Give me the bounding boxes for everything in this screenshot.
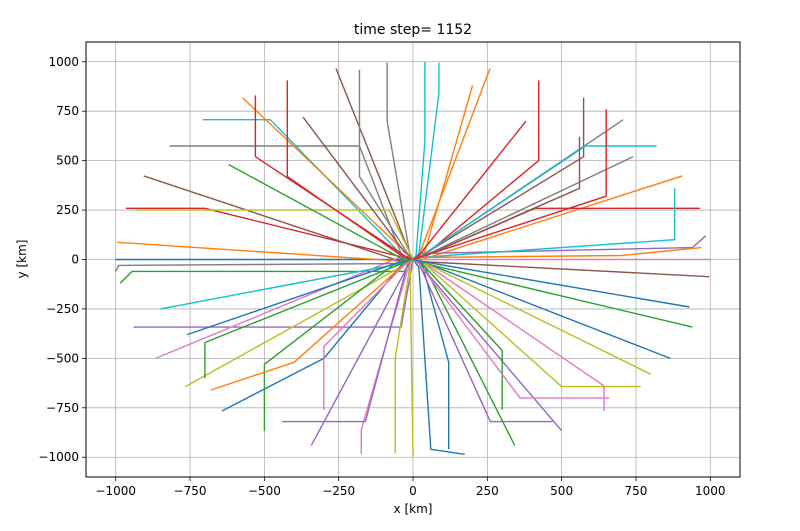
trajectory-line-traj-50 [412, 61, 426, 260]
trajectory-line-traj-63 [204, 258, 414, 379]
chart-title: time step= 1152 [354, 22, 472, 38]
trajectory-line-traj-44 [254, 95, 414, 261]
x-tick-label: 750 [625, 484, 648, 498]
x-tick-label: −250 [322, 484, 355, 498]
trajectory-line-traj-45 [282, 259, 414, 423]
y-tick-label: −750 [46, 401, 79, 415]
y-tick-label: −1000 [38, 450, 79, 464]
y-tick-label: 750 [56, 104, 79, 118]
x-tick-label: 500 [550, 484, 573, 498]
trajectory-line-traj-05 [133, 259, 414, 328]
x-tick-label: 250 [476, 484, 499, 498]
trajectory-line-traj-64 [412, 109, 607, 261]
x-tick-label: −750 [174, 484, 207, 498]
x-tick-label: −1000 [95, 484, 136, 498]
y-tick-label: −250 [46, 302, 79, 316]
axis-ticks: −1000 −750 −500 −250 0 250 500 750 1000 −1000 −750… [38, 55, 725, 498]
y-tick-label: −500 [46, 351, 79, 365]
trajectories [115, 61, 711, 458]
x-tick-label: −500 [248, 484, 281, 498]
x-tick-label: 1000 [695, 484, 726, 498]
trajectory-line-traj-61 [412, 258, 690, 308]
x-tick-label: 0 [409, 484, 417, 498]
x-axis-label: x [km] [394, 502, 433, 516]
trajectory-line-traj-21 [412, 259, 465, 455]
trajectory-line-traj-49 [394, 259, 414, 454]
trajectory-line-traj-48 [358, 69, 414, 261]
y-tick-label: 500 [56, 154, 79, 168]
trajectory-line-traj-53 [412, 258, 503, 410]
trajectory-line-traj-57 [412, 258, 610, 399]
y-axis-label: y [km] [15, 240, 29, 279]
y-tick-label: 1000 [48, 55, 79, 69]
trajectory-line-traj-47 [323, 258, 414, 410]
trajectory-line-traj-39 [136, 209, 414, 260]
y-tick-label: 0 [71, 253, 79, 267]
y-tick-label: 250 [56, 203, 79, 217]
